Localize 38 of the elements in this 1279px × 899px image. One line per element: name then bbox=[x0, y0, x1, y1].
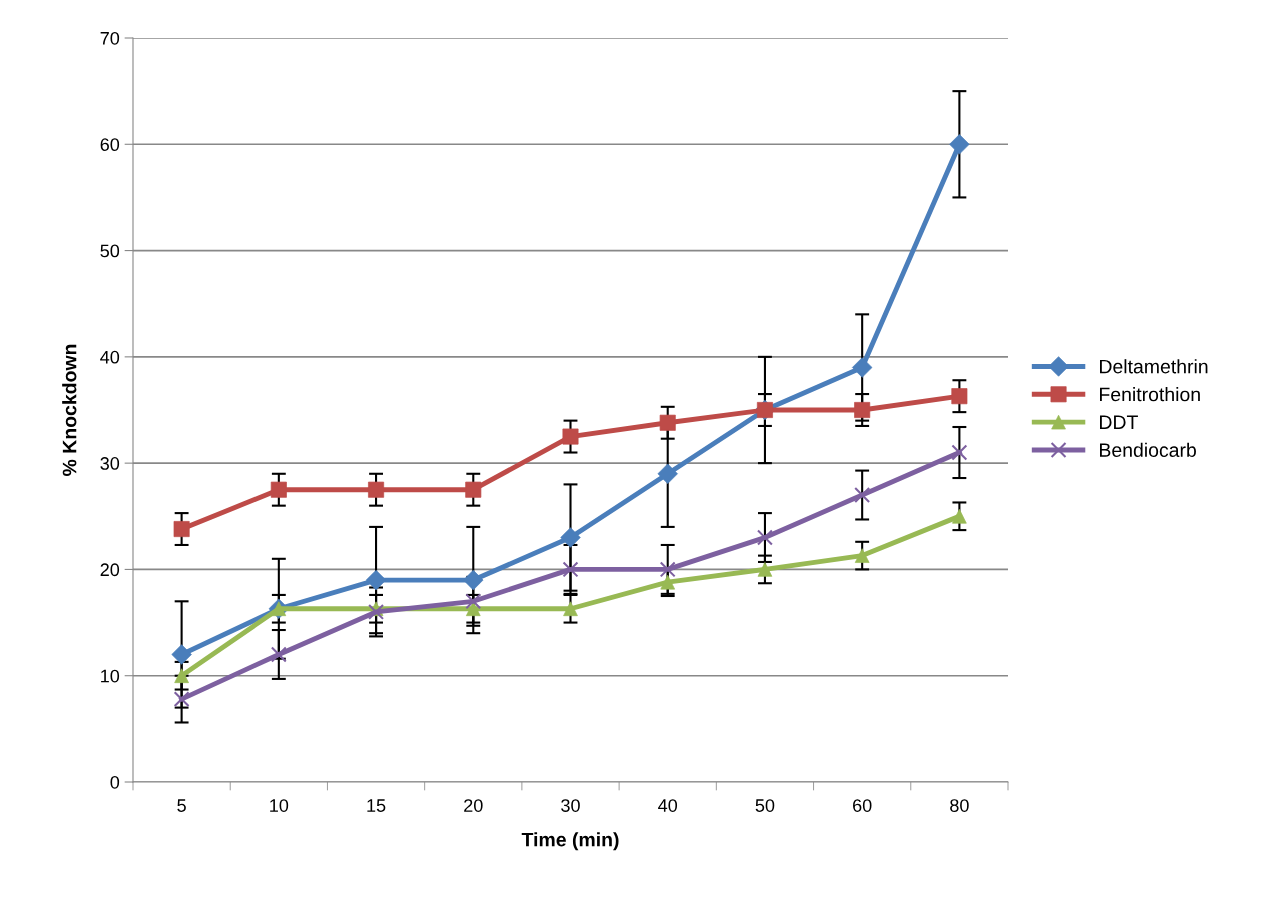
x-tick-label: 50 bbox=[755, 799, 775, 812]
x-tick-label: 15 bbox=[367, 799, 386, 812]
legend-label: DDT bbox=[1100, 415, 1138, 429]
x-axis-title: Time (min) bbox=[521, 832, 619, 851]
point bbox=[270, 646, 287, 663]
x-tick-label: 5 bbox=[177, 799, 186, 812]
x-tick-label: 80 bbox=[950, 799, 969, 812]
y-tick-label: 40 bbox=[100, 350, 120, 364]
y-tick-label: 20 bbox=[100, 563, 120, 577]
y-tick-label: 30 bbox=[100, 457, 120, 470]
point bbox=[854, 487, 871, 504]
x-tick-label: 40 bbox=[658, 799, 678, 812]
point bbox=[951, 444, 968, 461]
y-tick-label: 70 bbox=[100, 31, 120, 45]
x-tick-label: 30 bbox=[561, 799, 580, 812]
point bbox=[173, 691, 190, 708]
y-tick-label: 0 bbox=[110, 775, 120, 789]
point bbox=[756, 529, 773, 546]
point bbox=[949, 134, 970, 155]
point bbox=[562, 561, 579, 578]
y-axis-title: % Knockdown bbox=[62, 344, 77, 476]
y-tick-label: 50 bbox=[100, 244, 120, 258]
y-tick-label: 60 bbox=[100, 138, 120, 152]
x-tick-label: 60 bbox=[853, 799, 872, 812]
point bbox=[173, 521, 190, 538]
x-tick-label: 10 bbox=[270, 799, 289, 812]
point bbox=[657, 463, 678, 484]
legend-label: Deltamethrin bbox=[1100, 359, 1208, 374]
point bbox=[659, 561, 676, 578]
point bbox=[465, 601, 481, 617]
point bbox=[465, 593, 482, 610]
y-tick-label: 10 bbox=[101, 669, 120, 683]
point bbox=[659, 414, 676, 431]
point bbox=[174, 668, 189, 684]
legend-label: Fenitrothion bbox=[1100, 387, 1200, 402]
legend-label: Bendiocarb bbox=[1100, 442, 1196, 457]
x-tick-label: 20 bbox=[464, 799, 483, 812]
point bbox=[463, 569, 484, 591]
